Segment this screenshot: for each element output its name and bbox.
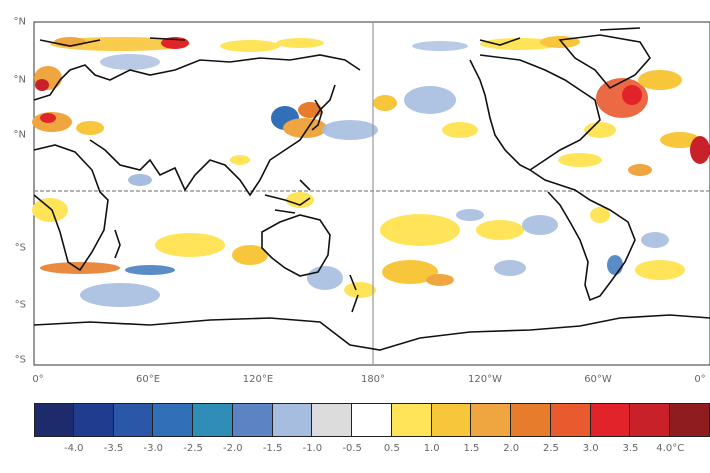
colorbar-label: -4.0 (63, 443, 84, 454)
colorbar-cell (511, 403, 551, 437)
colorbar-cell (352, 403, 392, 437)
colorbar-cell (312, 403, 353, 437)
colorbar-cell (550, 403, 591, 437)
colorbar-label: -1.0 (302, 443, 323, 454)
colorbar-cell (73, 403, 114, 437)
colorbar-label: 2.0 (503, 443, 520, 454)
colorbar-label: 2.5 (542, 443, 559, 454)
colorbar-cell (670, 403, 710, 437)
lat-label-1: °N (13, 16, 26, 28)
colorbar-cell (272, 403, 313, 437)
anomaly-patches (32, 36, 710, 307)
colorbar-label: -1.5 (262, 443, 283, 454)
colorbar-label: -0.5 (342, 443, 362, 454)
temperature-anomaly-map: °N °N °N °S °S °S 0° 60°E 120°E 180° 120… (13, 16, 710, 385)
colorbar-cell (431, 403, 472, 437)
lon-label-120w: 120°W (468, 374, 502, 385)
colorbar-cell (34, 403, 74, 437)
colorbar-label: -2.0 (223, 443, 243, 454)
lon-label-0-end: 0° (694, 374, 706, 385)
coastlines (33, 27, 710, 351)
map-canvas (32, 21, 710, 366)
colorbar-label: 3.5 (622, 443, 639, 454)
lon-label-180: 180° (360, 374, 386, 385)
lat-label-2: °N (13, 74, 26, 86)
colorbar-label: 0.5 (383, 443, 400, 454)
colorbar-label: -3.0 (143, 443, 164, 454)
colorbar-cell (232, 403, 273, 437)
colorbar-cell (113, 403, 154, 437)
colorbar-cell (193, 403, 233, 437)
lat-label-3: °N (13, 129, 26, 141)
lat-label-6: °S (14, 299, 26, 311)
colorbar-label: 3.0 (582, 443, 599, 454)
lon-label-0: 0° (32, 374, 44, 385)
colorbar-cell (153, 403, 194, 437)
colorbar-label: 1.5 (463, 443, 480, 454)
map-plot-area (33, 21, 710, 366)
colorbar-cell (590, 403, 631, 437)
colorbar-cell (630, 403, 671, 437)
colorbar-label: 4.0°C (656, 443, 685, 454)
lat-label-5: °S (14, 242, 26, 254)
colorbar-label: -2.5 (183, 443, 203, 454)
lat-label-7: °S (14, 354, 26, 366)
lon-label-120e: 120°E (242, 374, 274, 385)
colorbar-legend (34, 403, 710, 437)
colorbar-cell (391, 403, 432, 437)
lon-label-60e: 60°E (135, 374, 161, 385)
colorbar-label: 1.0 (423, 443, 440, 454)
colorbar-cell (471, 403, 512, 437)
lon-label-60w: 60°W (584, 374, 612, 385)
colorbar-label: -3.5 (103, 443, 124, 454)
